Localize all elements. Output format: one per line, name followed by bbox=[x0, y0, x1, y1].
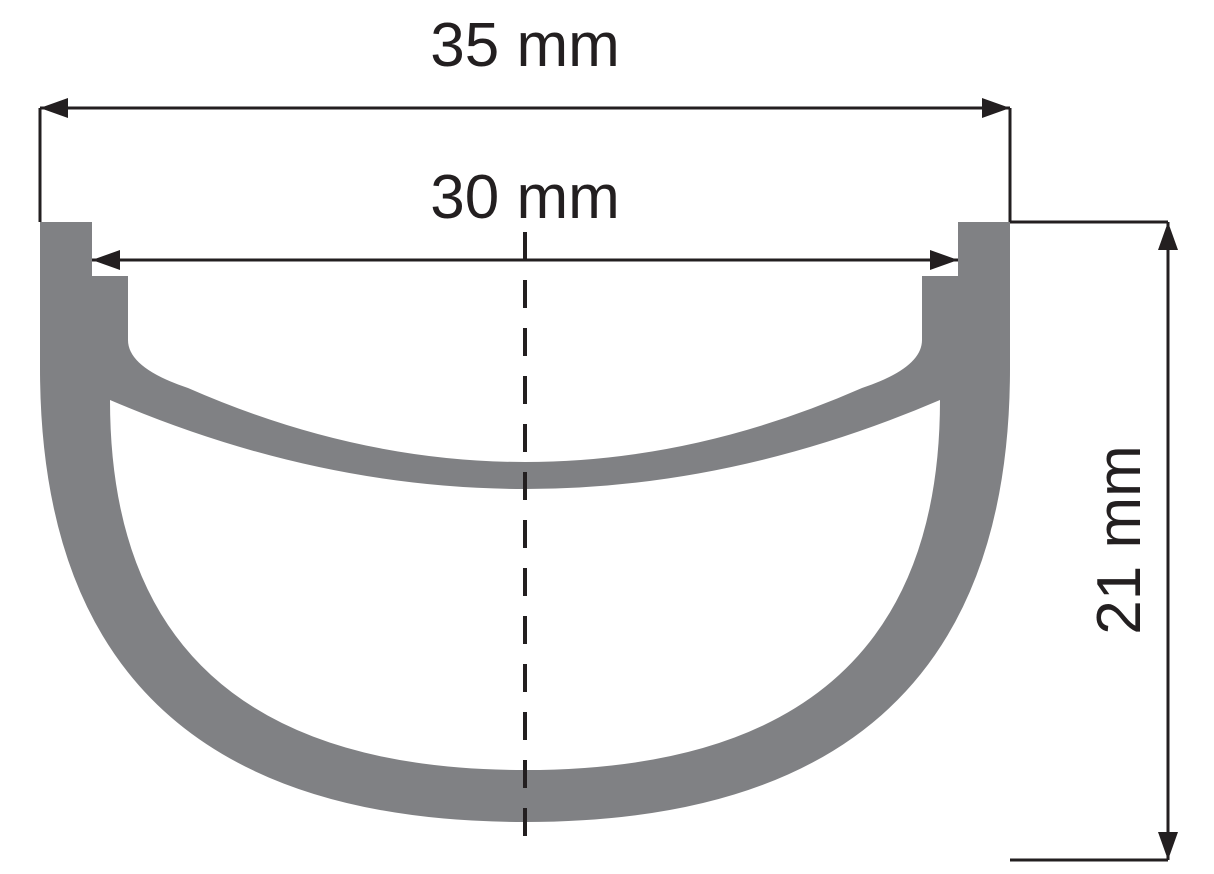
dimension-arrowhead bbox=[930, 250, 958, 270]
dimension-arrowhead bbox=[92, 250, 120, 270]
dimension-height: 21 mm bbox=[1010, 222, 1168, 860]
dimension-arrowhead bbox=[982, 98, 1010, 118]
dimension-arrowhead bbox=[1158, 832, 1178, 860]
dimension-outer-width-label: 35 mm bbox=[430, 11, 619, 80]
dimension-arrowhead bbox=[1158, 222, 1178, 250]
dimension-height-label: 21 mm bbox=[1085, 445, 1154, 634]
dimension-inner-width-label: 30 mm bbox=[430, 163, 619, 232]
dimension-arrowhead bbox=[40, 98, 68, 118]
